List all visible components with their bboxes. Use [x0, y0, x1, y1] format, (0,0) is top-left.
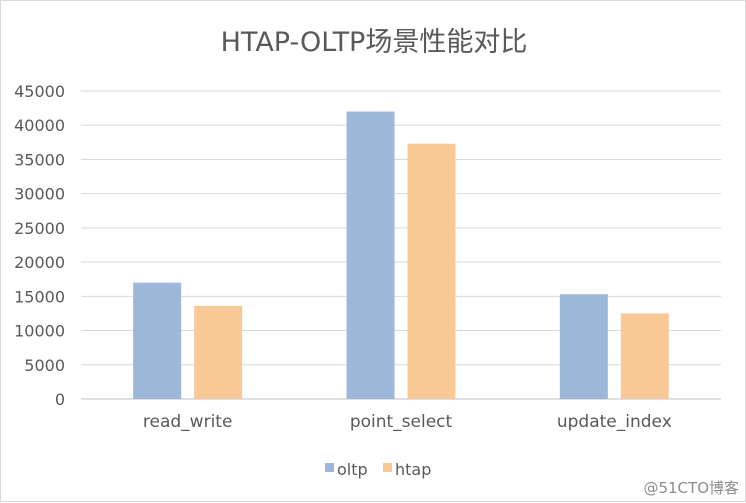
y-tick-label: 40000 [14, 116, 65, 135]
x-category-label: update_index [557, 412, 672, 432]
y-tick-label: 30000 [14, 185, 65, 204]
bar-oltp-read_write [133, 282, 182, 399]
y-tick-label: 15000 [14, 287, 65, 306]
legend-swatch-oltp [325, 463, 334, 472]
y-tick-label: 25000 [14, 219, 65, 238]
legend-label-htap: htap [395, 460, 431, 479]
bar-htap-point_select [407, 143, 456, 399]
y-tick-label: 5000 [24, 356, 65, 375]
legend: oltp htap [325, 460, 431, 479]
x-axis-category-labels: read_write point_select update_index [143, 412, 672, 432]
gridlines [81, 90, 721, 400]
y-tick-label: 35000 [14, 150, 65, 169]
watermark: @51CTO博客 [643, 479, 739, 497]
bar-oltp-update_index [559, 294, 608, 399]
y-axis-tick-labels: 0 5000 10000 15000 20000 25000 30000 35000 40000… [14, 82, 65, 409]
y-tick-label: 0 [55, 390, 65, 409]
chart-title: HTAP-OLTP场景性能对比 [221, 27, 528, 58]
y-tick-label: 45000 [14, 82, 65, 101]
legend-label-oltp: oltp [337, 460, 368, 479]
y-tick-label: 10000 [14, 322, 65, 341]
y-tick-label: 20000 [14, 253, 65, 272]
x-category-label: point_select [350, 412, 453, 432]
bar-htap-read_write [194, 305, 243, 399]
x-category-label: read_write [143, 412, 233, 432]
bars [133, 111, 669, 400]
bar-oltp-point_select [346, 111, 395, 400]
legend-swatch-htap [383, 463, 392, 472]
bar-htap-update_index [620, 313, 669, 399]
